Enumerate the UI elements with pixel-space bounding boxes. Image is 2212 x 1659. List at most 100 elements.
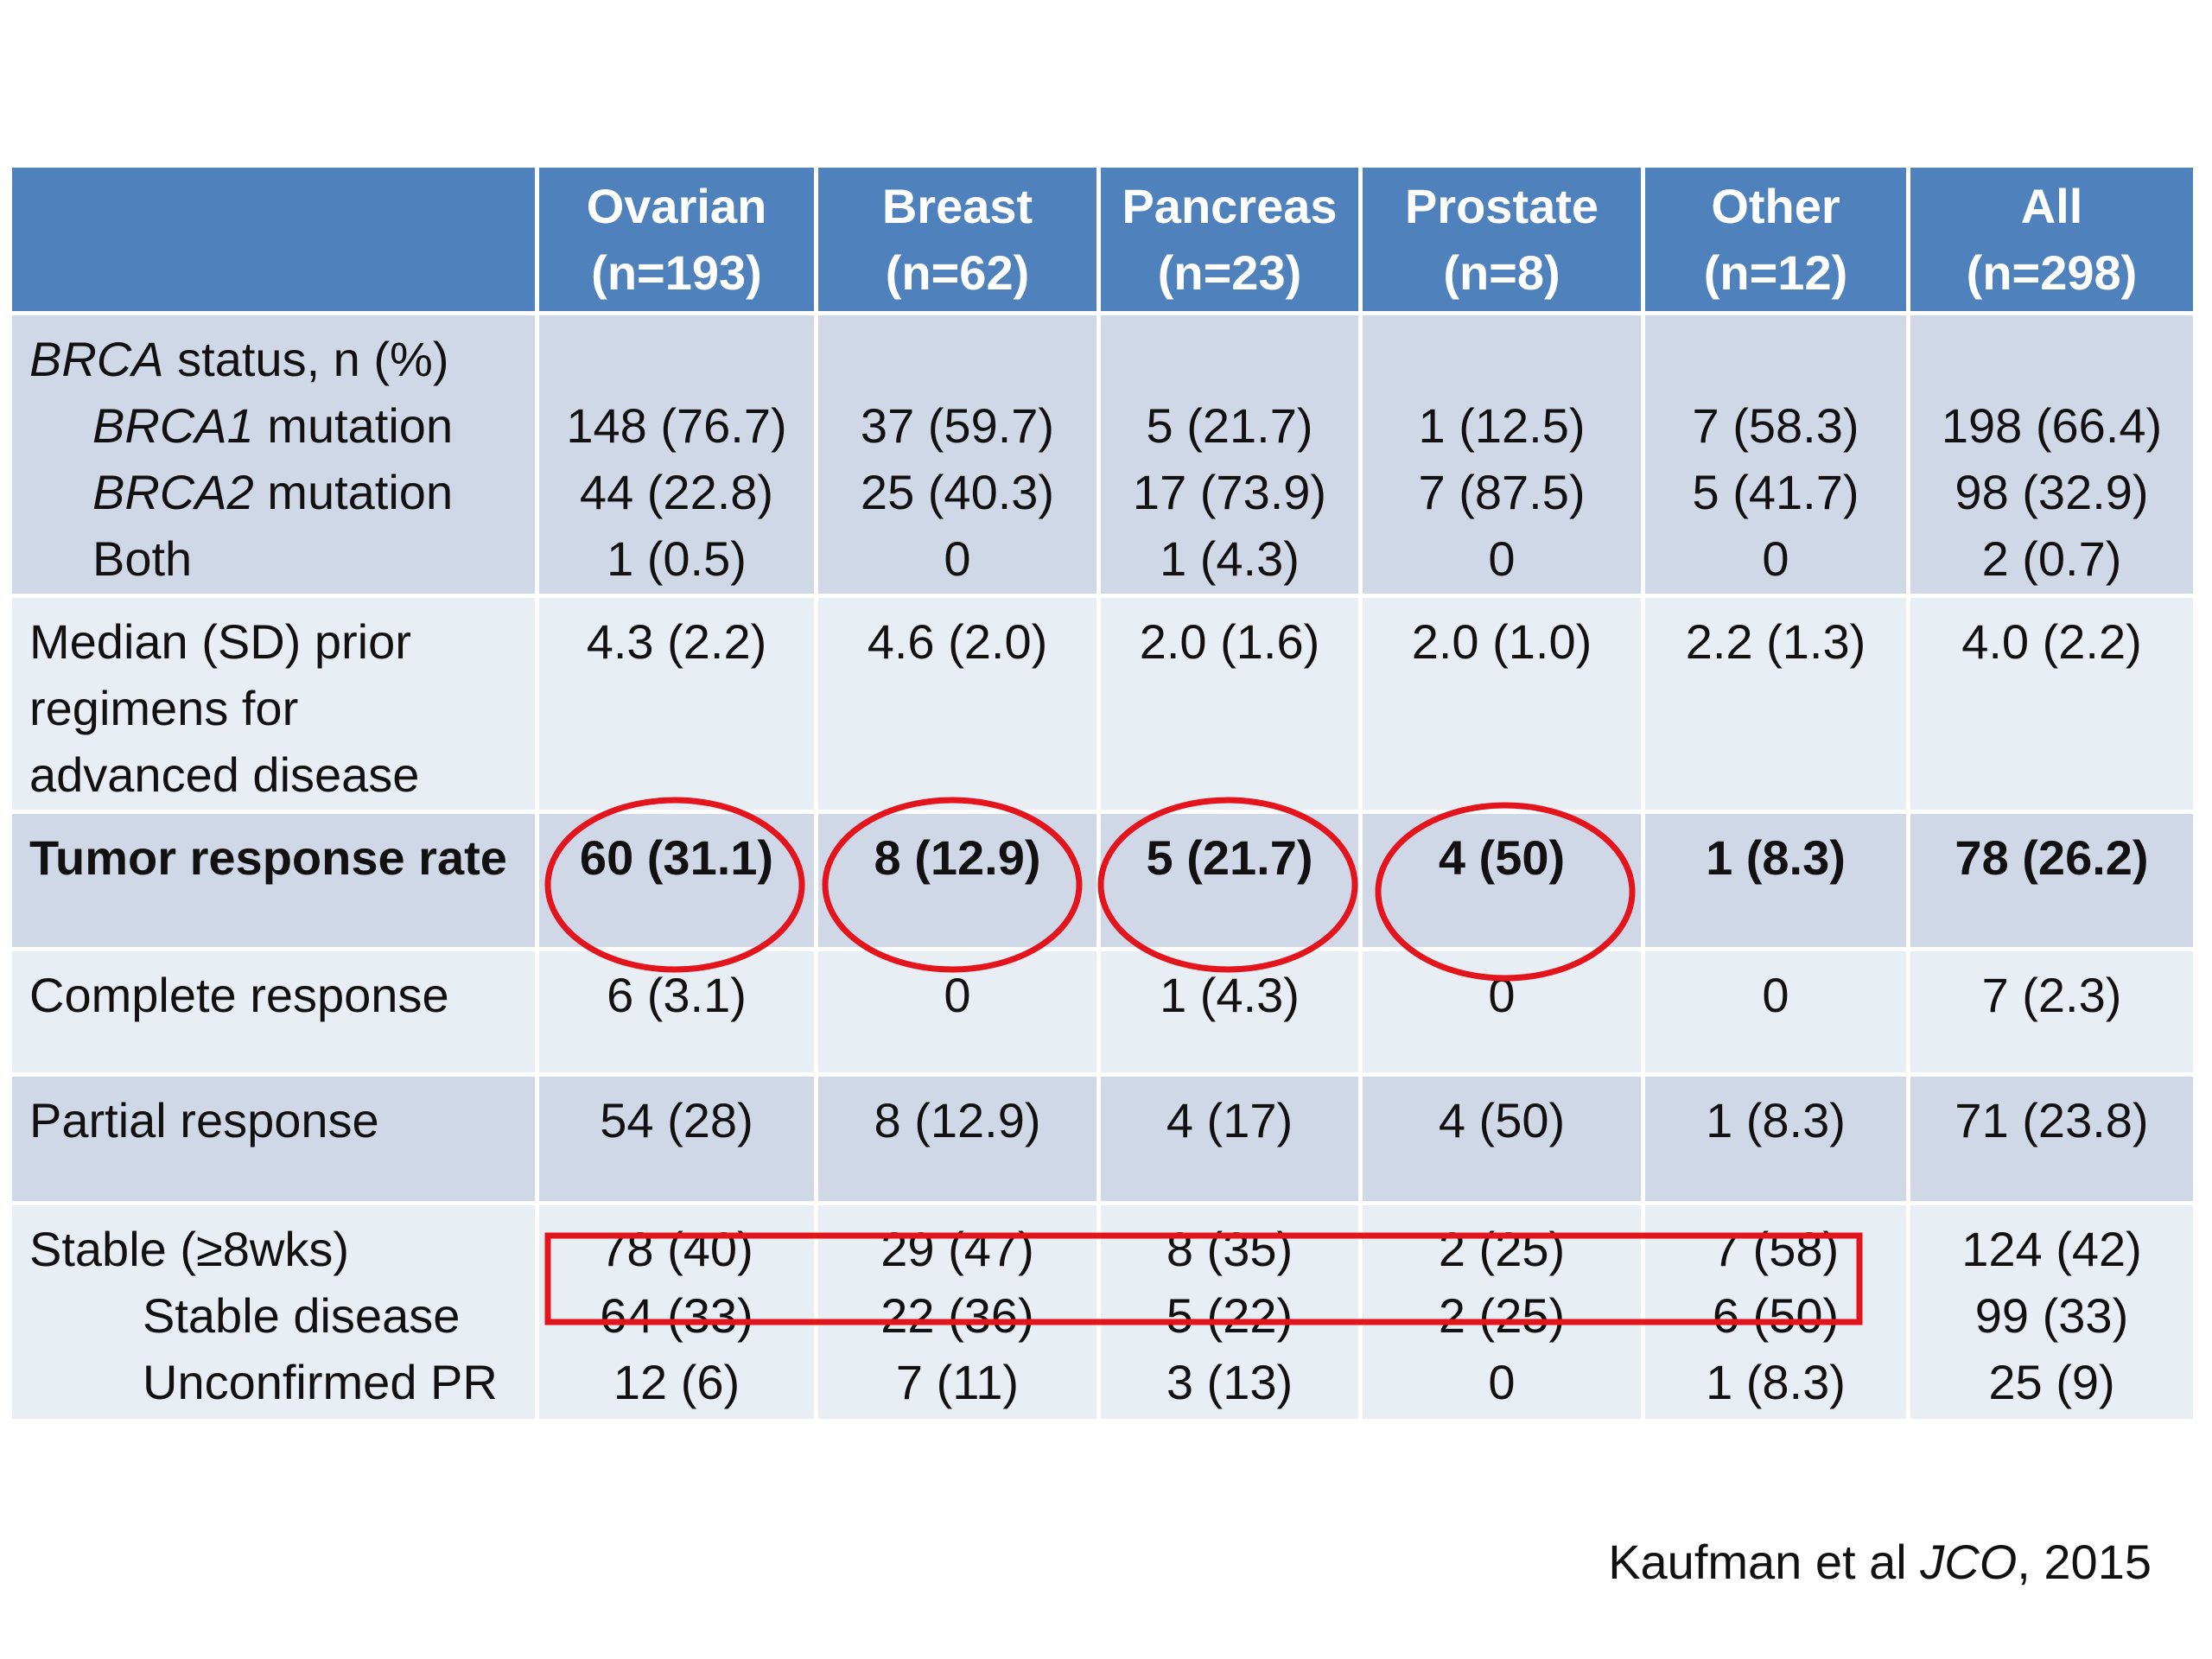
column-name: Breast xyxy=(881,179,1033,233)
header-row: Ovarian (n=193) Breast (n=62) Pancreas (n=23)… xyxy=(8,163,2197,315)
label-line: advanced disease xyxy=(29,741,535,808)
label-text: Complete response xyxy=(29,968,449,1022)
label-em: BRCA1 xyxy=(92,398,254,453)
label-line: Both xyxy=(29,525,535,592)
value-cell: 78 (26.2) xyxy=(1906,810,2197,951)
cell-value: 7 (2.3) xyxy=(1981,968,2122,1022)
cell-value: 1 (4.3) xyxy=(1160,968,1300,1022)
label-em: BRCA xyxy=(29,332,164,386)
label-text: Stable (≥8wks) xyxy=(29,1222,349,1276)
column-header: Ovarian (n=193) xyxy=(535,163,818,315)
highlight-circle xyxy=(822,797,1083,973)
table-row: Complete response 6 (3.1) 0 1 (4.3) 0 0 7 (2.3… xyxy=(8,947,2197,1077)
citation: Kaufman et al JCO, 2015 xyxy=(1608,1534,2152,1590)
cell-value: 8 (12.9) xyxy=(874,1093,1041,1147)
cell-value: 4.0 (2.2) xyxy=(1961,614,2142,669)
cell-value: 1 (8.3) xyxy=(1706,830,1846,885)
cell-value: 148 (76.7) xyxy=(566,398,787,453)
cell-value: 0 xyxy=(1488,531,1516,586)
value-cell: 1 (8.3) xyxy=(1641,810,1910,951)
cell-value: 0 xyxy=(944,531,971,586)
value-cell: 4.0 (2.2) xyxy=(1906,594,2197,814)
row-label: Stable (≥8wks) Stable disease Unconfirmed … xyxy=(8,1201,539,1423)
row-label: BRCA status, n (%) BRCA1 mutation BRCA2 mu… xyxy=(8,311,539,598)
cell-value: 4 (50) xyxy=(1438,1093,1566,1147)
value-cell: 4.3 (2.2) xyxy=(535,594,818,814)
header-corner xyxy=(8,163,539,315)
cell-value: 2.0 (1.6) xyxy=(1139,614,1320,669)
label-text: regimens for xyxy=(29,681,299,735)
cell-value: 6 (3.1) xyxy=(607,968,747,1022)
cell-value: 0 xyxy=(944,968,971,1022)
label-line: regimens for xyxy=(29,675,535,741)
label-text: Both xyxy=(92,531,193,586)
cell-value: 7 (87.5) xyxy=(1418,465,1586,519)
column-n: (n=193) xyxy=(591,245,762,300)
column-name: Pancreas xyxy=(1122,179,1338,233)
label-text: Unconfirmed PR xyxy=(143,1355,498,1409)
citation-rest: , 2015 xyxy=(2017,1535,2152,1589)
label-line: Median (SD) prior xyxy=(29,608,535,675)
value-cell: 2.0 (1.0) xyxy=(1358,594,1645,814)
cell-value: 99 (33) xyxy=(1974,1288,2129,1343)
value-cell: 1 (8.3) xyxy=(1641,1072,1910,1205)
cell-value: 60 (31.1) xyxy=(579,830,774,885)
cell-value: 25 (40.3) xyxy=(860,465,1055,519)
cell-value: 0 xyxy=(1762,968,1789,1022)
cell-value: 71 (23.8) xyxy=(1955,1093,2149,1147)
cell-value: 12 (6) xyxy=(613,1355,741,1409)
label-text: status, n (%) xyxy=(177,332,449,386)
column-header: Prostate (n=8) xyxy=(1358,163,1645,315)
cell-value: 1 (12.5) xyxy=(1418,398,1586,453)
value-cell: 37 (59.7) 25 (40.3) 0 xyxy=(814,311,1101,598)
cell-value: 1 (8.3) xyxy=(1706,1355,1846,1409)
value-cell: 4.6 (2.0) xyxy=(814,594,1101,814)
cell-value: 4 (50) xyxy=(1438,830,1566,885)
cell-value: 54 (28) xyxy=(600,1093,753,1147)
cell-value: 17 (73.9) xyxy=(1132,465,1327,519)
label-line: Partial response xyxy=(29,1087,535,1154)
value-cell: 1 (12.5) 7 (87.5) 0 xyxy=(1358,311,1645,598)
citation-journal: JCO xyxy=(1920,1535,2018,1589)
value-cell: 71 (23.8) xyxy=(1906,1072,2197,1205)
label-text: Partial response xyxy=(29,1093,379,1147)
label-line: Tumor response rate xyxy=(29,824,535,891)
label-text: Stable disease xyxy=(143,1288,461,1343)
value-cell: 8 (12.9) xyxy=(814,810,1101,951)
cell-value: 1 (0.5) xyxy=(607,531,747,586)
highlight-circle xyxy=(1375,802,1636,982)
table-row: Median (SD) prior regimens for advanced di… xyxy=(8,594,2197,814)
cell-value: 8 (35) xyxy=(1166,1222,1294,1276)
cell-value: 3 (13) xyxy=(1166,1355,1294,1409)
cell-value: 2 (25) xyxy=(1438,1288,1566,1343)
value-cell: 0 xyxy=(1358,947,1645,1077)
column-n: (n=298) xyxy=(1966,245,2138,300)
label-em: BRCA2 xyxy=(92,465,254,519)
column-n: (n=23) xyxy=(1157,245,1302,300)
cell-value: 5 (21.7) xyxy=(1146,830,1313,885)
label-line: Complete response xyxy=(29,962,535,1028)
column-n: (n=12) xyxy=(1703,245,1848,300)
column-header: Other (n=12) xyxy=(1641,163,1910,315)
value-cell: 148 (76.7) 44 (22.8) 1 (0.5) xyxy=(535,311,818,598)
column-name: Other xyxy=(1711,179,1840,233)
cell-value: 124 (42) xyxy=(1961,1222,2142,1276)
value-cell: 2.0 (1.6) xyxy=(1096,594,1363,814)
cell-value: 7 (11) xyxy=(895,1355,1020,1409)
cell-value: 25 (9) xyxy=(1988,1355,2115,1409)
cell-value: 98 (32.9) xyxy=(1955,465,2149,519)
label-line: Stable disease xyxy=(29,1282,535,1349)
column-n: (n=62) xyxy=(885,245,1030,300)
column-header: Breast (n=62) xyxy=(814,163,1101,315)
value-cell: 5 (21.7) 17 (73.9) 1 (4.3) xyxy=(1096,311,1363,598)
table-row: Partial response 54 (28) 8 (12.9) 4 (17) 4 (… xyxy=(8,1072,2197,1205)
value-cell: 8 (12.9) xyxy=(814,1072,1101,1205)
cell-value: 5 (22) xyxy=(1166,1288,1294,1343)
cell-value: 0 xyxy=(1488,1355,1516,1409)
cell-value: 0 xyxy=(1762,531,1789,586)
row-label: Median (SD) prior regimens for advanced di… xyxy=(8,594,539,814)
value-cell: 4 (17) xyxy=(1096,1072,1363,1205)
cell-value: 4 (17) xyxy=(1166,1093,1294,1147)
highlight-box xyxy=(544,1232,1863,1325)
